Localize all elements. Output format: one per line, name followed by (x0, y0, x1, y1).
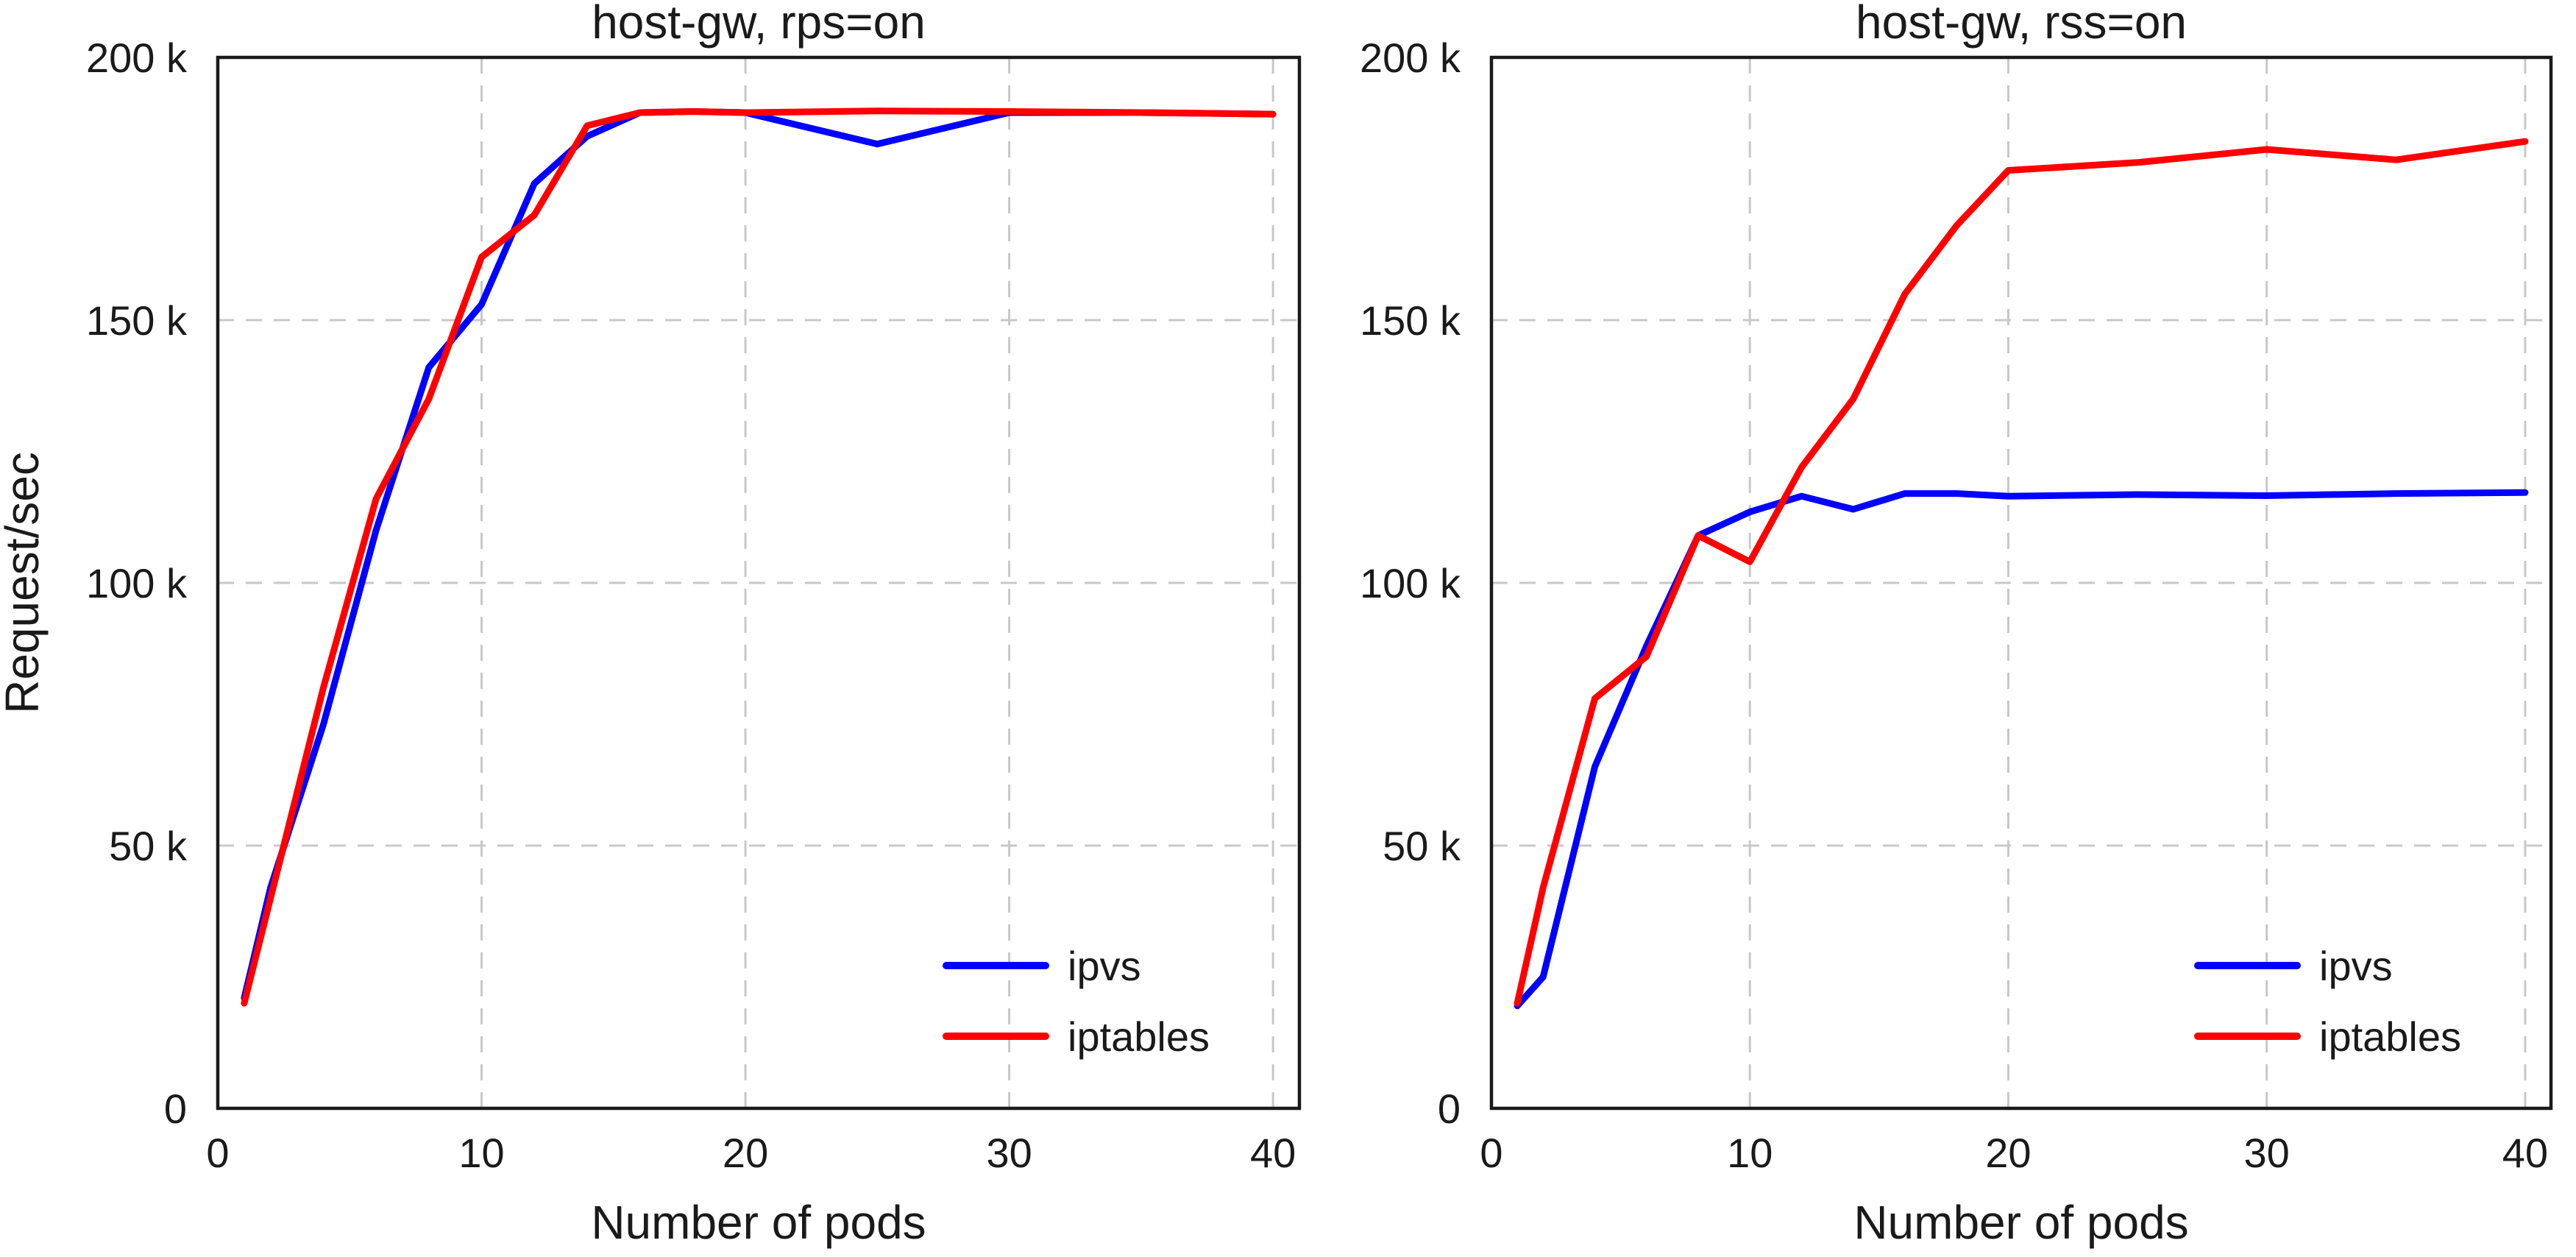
legend: ipvs iptables (2194, 943, 2461, 1060)
y-tick-label: 0 (1438, 1086, 1461, 1132)
y-tick-label: 50 k (109, 823, 188, 869)
x-axis-label: Number of pods (1853, 1196, 2188, 1249)
chart-title: host-gw, rss=on (1856, 0, 2187, 49)
series-line-ipvs (241, 108, 1277, 1002)
y-tick-label: 0 (164, 1086, 187, 1132)
y-tick-label: 200 k (1360, 35, 1461, 81)
y-tick-label: 100 k (86, 560, 188, 606)
series-line-iptables (241, 107, 1277, 1007)
series-line-iptables (1514, 138, 2529, 1007)
x-tick-label: 30 (986, 1130, 1032, 1176)
plot-frame (1489, 55, 2553, 1111)
left-chart: 0 10 20 30 40 0 50 k 100 k 150 k 200 k host-gw, rp… (0, 0, 1302, 1249)
right-chart: 0 10 20 30 40 0 50 k 100 k 150 k 200 k host-gw, rs… (1360, 0, 2553, 1249)
x-tick-label: 40 (1250, 1130, 1296, 1176)
series-line-ipvs (1514, 489, 2529, 1010)
y-axis-label: Request/sec (0, 452, 49, 714)
x-tick-label: 40 (2502, 1130, 2548, 1176)
legend-label-ipvs: ipvs (2319, 943, 2393, 989)
y-tick-label: 50 k (1383, 823, 1461, 869)
x-tick-label: 10 (458, 1130, 504, 1176)
plot-frame (216, 55, 1302, 1111)
y-tick-label: 150 k (86, 297, 188, 344)
x-tick-label: 0 (1480, 1130, 1502, 1176)
x-tick-label: 30 (2244, 1130, 2290, 1176)
legend: ipvs iptables (943, 943, 1210, 1060)
legend-label-ipvs: ipvs (1068, 943, 1141, 989)
y-tick-label: 100 k (1360, 560, 1461, 606)
x-axis-label: Number of pods (591, 1196, 926, 1249)
x-tick-label: 20 (1985, 1130, 2031, 1176)
y-tick-label: 200 k (86, 35, 188, 81)
legend-label-iptables: iptables (2319, 1013, 2461, 1060)
y-tick-label: 150 k (1360, 297, 1461, 344)
x-tick-label: 10 (1727, 1130, 1773, 1176)
x-tick-label: 0 (206, 1130, 229, 1176)
x-tick-label: 20 (723, 1130, 768, 1176)
legend-label-iptables: iptables (1068, 1013, 1210, 1060)
chart-title: host-gw, rps=on (592, 0, 926, 49)
